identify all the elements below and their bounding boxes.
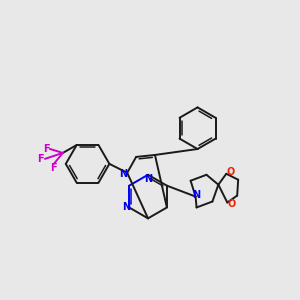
Text: N: N bbox=[122, 202, 130, 212]
Text: F: F bbox=[37, 154, 43, 164]
Text: O: O bbox=[227, 200, 236, 209]
Text: F: F bbox=[51, 163, 57, 173]
Text: N: N bbox=[193, 190, 201, 200]
Text: N: N bbox=[119, 169, 127, 179]
Text: F: F bbox=[43, 144, 49, 154]
Text: O: O bbox=[226, 167, 234, 177]
Text: N: N bbox=[144, 174, 152, 184]
